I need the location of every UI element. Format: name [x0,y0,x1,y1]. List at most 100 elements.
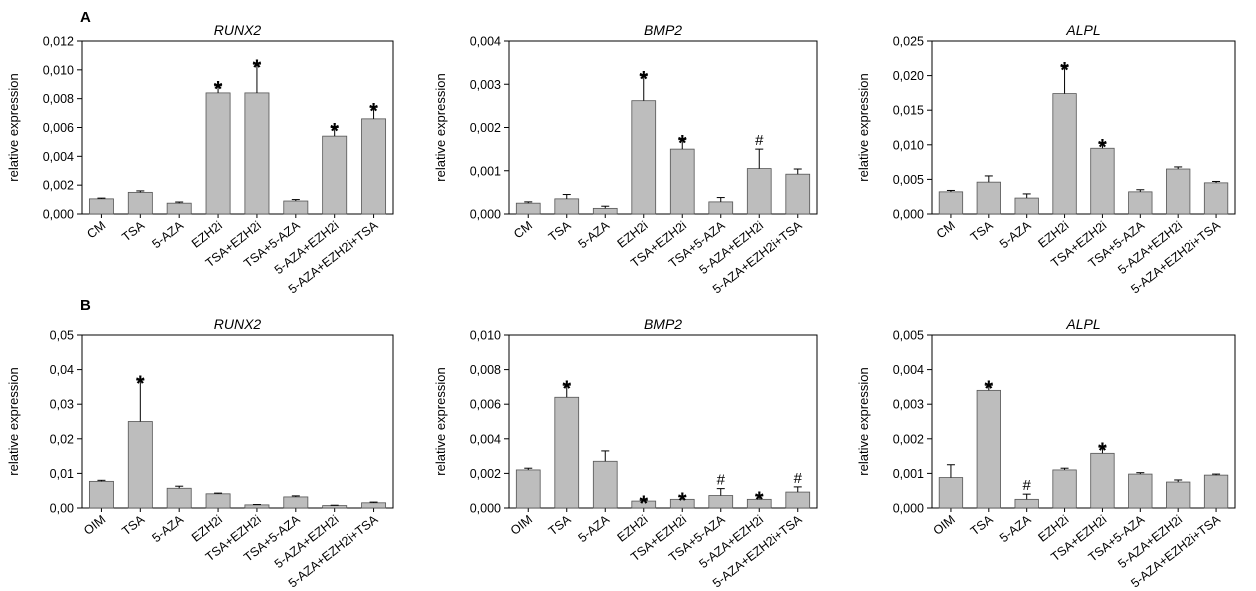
chart-4: RUNX2 0,00 0,01 0,02 0,03 0,04 0,05 relative ex… [6,316,394,591]
significance-mark: # [755,132,764,149]
y-tick-label: 0,03 [50,398,74,412]
significance-mark: * [755,487,764,512]
y-tick-label: 0,04 [50,363,74,377]
y-tick-label: 0,004 [43,150,74,164]
significance-mark: * [369,98,378,123]
category-label: TSA [546,512,574,538]
significance-mark: * [1098,134,1107,159]
y-axis-label: relative expression [433,367,448,475]
category-label: 5-AZA [997,512,1034,545]
significance-mark: * [330,119,339,144]
chart-title: RUNX2 [214,316,262,332]
y-tick-label: 0,005 [893,173,924,187]
y-tick-label: 0,001 [470,164,501,178]
y-tick-label: 0,010 [470,329,501,343]
category-label: TSA [546,218,574,244]
plot-frame [931,334,1236,509]
y-tick-label: 0,000 [470,208,501,222]
bar [976,389,1001,509]
category-label: 5-AZA [149,512,186,545]
bar [1052,93,1077,215]
y-axis-label: relative expression [6,73,21,181]
y-tick-label: 0,004 [470,35,501,49]
bar [1014,498,1039,509]
significance-mark: * [639,491,648,516]
chart-title: BMP2 [644,22,682,38]
category-label: 5-AZA [576,512,613,545]
bar [166,202,192,215]
y-tick-label: 0,004 [470,432,501,446]
bar [1203,182,1229,215]
category-label: CM [511,218,535,241]
y-tick-label: 0,008 [470,363,501,377]
category-label: 5-AZA [997,218,1034,251]
y-tick-label: 0,000 [470,502,501,516]
bar [361,118,387,215]
y-tick-label: 0,015 [893,104,924,118]
y-axis-label: relative expression [433,73,448,181]
charts-group: RUNX2 0,000 0,002 0,004 0,006 0,008 0,010 0,012… [6,22,1236,591]
y-axis-label: relative expression [856,73,871,181]
significance-mark: # [1023,477,1032,494]
bar [976,181,1001,215]
bar [746,168,772,215]
bar [1166,481,1191,509]
category-label: OIM [508,512,535,538]
significance-mark: # [717,472,726,489]
bar [938,477,964,509]
y-tick-label: 0,003 [470,78,501,92]
significance-mark: * [985,376,994,401]
chart-title: ALPL [1065,22,1100,38]
category-label: OIM [931,512,958,538]
y-tick-label: 0,010 [43,63,74,77]
bar [205,92,231,215]
significance-mark: * [1060,58,1069,83]
y-tick-label: 0,001 [893,467,924,481]
y-tick-label: 0,006 [470,398,501,412]
y-tick-label: 0,006 [43,121,74,135]
chart-title: RUNX2 [214,22,262,38]
y-tick-label: 0,008 [43,92,74,106]
category-label: TSA [119,512,147,538]
bar [708,201,734,215]
y-tick-label: 0,000 [893,502,924,516]
bar [669,148,695,215]
category-label: 5-AZA [149,218,186,251]
category-label: TSA [968,512,996,538]
y-tick-label: 0,02 [50,432,74,446]
y-tick-label: 0,020 [893,69,924,83]
bar [1166,168,1191,215]
bar [1052,469,1077,509]
chart-title: ALPL [1065,316,1100,332]
y-axis-label: relative expression [856,367,871,475]
bar [283,200,309,215]
y-tick-label: 0,002 [893,432,924,446]
bar [88,198,114,215]
chart-1: RUNX2 0,000 0,002 0,004 0,006 0,008 0,010 0,012… [6,22,394,297]
bar [166,487,192,509]
bar [938,191,964,215]
y-tick-label: 0,000 [43,208,74,222]
bar [708,495,734,509]
panel-label-a: A [80,9,91,26]
significance-mark: * [639,67,648,92]
significance-mark: * [253,55,262,80]
y-tick-label: 0,003 [893,398,924,412]
y-tick-label: 0,002 [470,121,501,135]
bar [554,198,580,215]
category-label: OIM [81,512,108,538]
panel-label-b: B [80,297,91,314]
plot-frame [931,40,1236,215]
y-tick-label: 0,012 [43,35,74,49]
chart-title: BMP2 [644,316,682,332]
category-label: CM [934,218,958,241]
bar [631,100,657,215]
bar [322,505,348,509]
y-tick-label: 0,010 [893,138,924,152]
bar [127,421,153,509]
category-label: 5-AZA [576,218,613,251]
bar [1128,473,1153,509]
y-tick-label: 0,004 [893,363,924,377]
bar [1203,474,1229,509]
